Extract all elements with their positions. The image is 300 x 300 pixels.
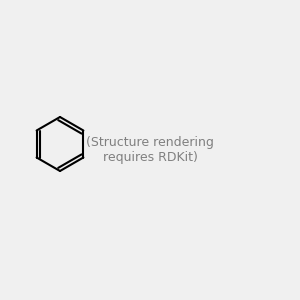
Text: (Structure rendering
requires RDKit): (Structure rendering requires RDKit) — [86, 136, 214, 164]
